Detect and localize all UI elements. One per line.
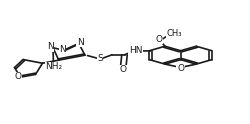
Text: CH₃: CH₃ [166,29,182,38]
Text: O: O [155,35,162,44]
Text: N: N [47,42,54,51]
Text: HN: HN [129,46,142,55]
Text: N: N [59,45,66,54]
Text: O: O [14,72,21,81]
Text: NH₂: NH₂ [45,62,62,71]
Text: S: S [97,54,103,63]
Text: O: O [177,64,184,73]
Text: N: N [76,38,84,47]
Text: O: O [120,65,127,74]
